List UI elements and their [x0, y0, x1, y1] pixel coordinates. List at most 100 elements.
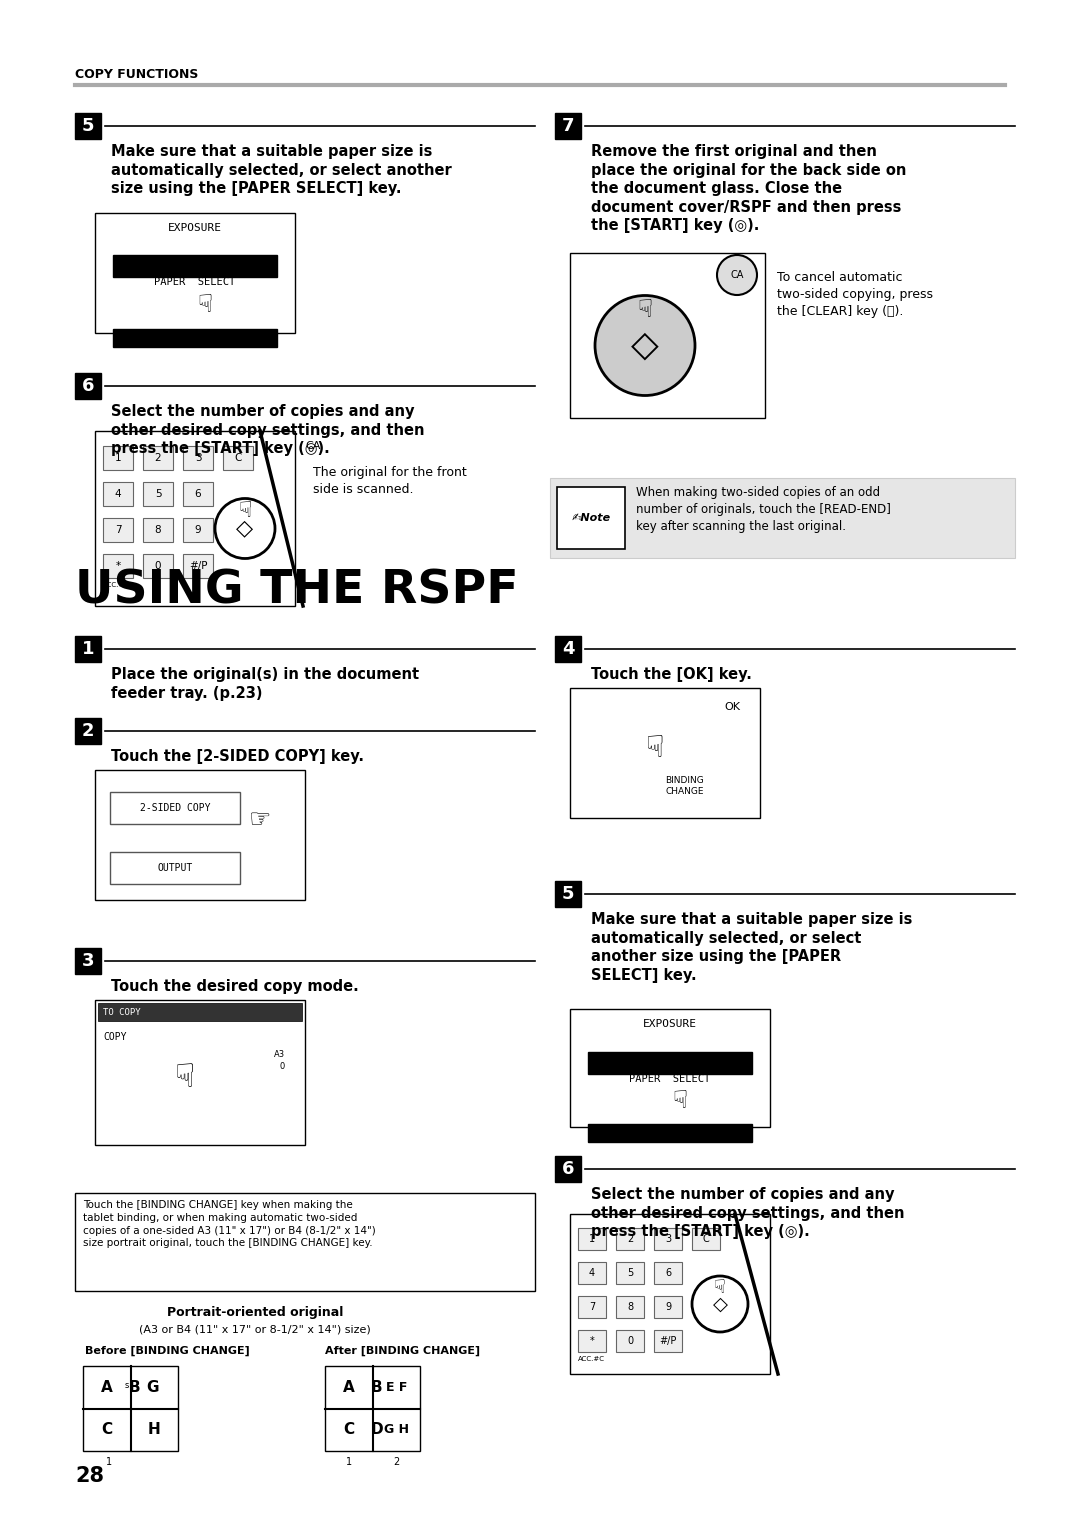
Text: ☟: ☟ — [646, 733, 664, 762]
Bar — [570, 1008, 770, 1128]
Text: *: * — [116, 561, 121, 571]
Text: 3: 3 — [665, 1235, 671, 1244]
Text: Make sure that a suitable paper size is
automatically selected, or select anothe: Make sure that a suitable paper size is … — [111, 144, 451, 196]
Text: 0: 0 — [626, 1335, 633, 1346]
Text: ☟: ☟ — [673, 1089, 688, 1112]
Text: Touch the [OK] key.: Touch the [OK] key. — [591, 668, 752, 681]
Text: 1: 1 — [114, 452, 121, 463]
Bar — [570, 1215, 770, 1374]
Text: 28: 28 — [75, 1465, 104, 1487]
Text: ☟: ☟ — [198, 293, 213, 316]
Text: 3: 3 — [194, 452, 201, 463]
Bar — [143, 481, 173, 506]
Text: 7: 7 — [589, 1302, 595, 1313]
Text: COPY FUNCTIONS: COPY FUNCTIONS — [75, 69, 199, 81]
Text: A: A — [100, 1380, 112, 1395]
Text: 100%: 100% — [183, 315, 207, 325]
Bar — [578, 1229, 606, 1250]
Text: Touch the [BINDING CHANGE] key when making the
tablet binding, or when making au: Touch the [BINDING CHANGE] key when maki… — [83, 1199, 376, 1248]
Text: AUTO    A4: AUTO A4 — [633, 1034, 707, 1048]
Text: ◇: ◇ — [631, 329, 659, 362]
Bar — [75, 113, 102, 139]
Bar — [113, 329, 276, 347]
Text: 6: 6 — [665, 1268, 671, 1277]
Bar — [98, 1002, 302, 1021]
Text: COPY: COPY — [103, 1031, 126, 1042]
Text: CA: CA — [305, 442, 321, 451]
Text: Touch the desired copy mode.: Touch the desired copy mode. — [111, 979, 359, 995]
Bar — [83, 1366, 178, 1452]
Text: The original for the front
side is scanned.: The original for the front side is scann… — [313, 466, 467, 497]
Text: 2: 2 — [626, 1235, 633, 1244]
Text: 7: 7 — [562, 118, 575, 134]
Text: BINDING
CHANGE: BINDING CHANGE — [665, 776, 704, 796]
Text: 3: 3 — [82, 952, 94, 970]
Bar — [103, 555, 133, 578]
Text: 1: 1 — [346, 1458, 352, 1467]
Text: 4: 4 — [589, 1268, 595, 1277]
Text: 9: 9 — [194, 526, 201, 535]
Bar — [325, 1366, 420, 1452]
Bar — [654, 1296, 681, 1319]
Bar — [550, 478, 1015, 558]
Bar — [75, 1193, 535, 1291]
Text: 4: 4 — [114, 489, 121, 500]
Text: PAPER  SELECT: PAPER SELECT — [154, 277, 235, 287]
Text: ☞: ☞ — [248, 808, 271, 833]
Text: #/P: #/P — [659, 1335, 677, 1346]
Text: 5: 5 — [154, 489, 161, 500]
Bar — [75, 947, 102, 973]
Text: 6: 6 — [82, 377, 94, 396]
Text: Before [BINDING CHANGE]: Before [BINDING CHANGE] — [85, 1346, 249, 1357]
Bar — [75, 636, 102, 662]
Text: PAPER  SELECT: PAPER SELECT — [630, 1074, 711, 1083]
Text: 5: 5 — [626, 1268, 633, 1277]
Bar — [143, 446, 173, 471]
Text: A3: A3 — [274, 1050, 285, 1059]
Bar — [578, 1296, 606, 1319]
Text: 2: 2 — [82, 723, 94, 740]
Bar — [103, 518, 133, 542]
Text: Make sure that a suitable paper size is
automatically selected, or select
anothe: Make sure that a suitable paper size is … — [591, 912, 913, 983]
Bar — [183, 481, 213, 506]
Text: Select the number of copies and any
other desired copy settings, and then
press : Select the number of copies and any othe… — [111, 403, 424, 457]
Bar — [570, 688, 760, 817]
Text: B: B — [129, 1380, 140, 1395]
Text: C: C — [703, 1235, 710, 1244]
Text: Portrait-oriented original: Portrait-oriented original — [166, 1306, 343, 1319]
Text: ACC.#C: ACC.#C — [578, 1355, 605, 1361]
Text: Place the original(s) in the document
feeder tray. (p.23): Place the original(s) in the document fe… — [111, 668, 419, 701]
Bar — [183, 446, 213, 471]
Text: 5: 5 — [562, 885, 575, 903]
Text: TO COPY: TO COPY — [103, 1007, 140, 1016]
Bar — [616, 1262, 644, 1284]
Bar — [103, 481, 133, 506]
Text: 7: 7 — [114, 526, 121, 535]
Text: ☟: ☟ — [239, 501, 252, 521]
Text: 1: 1 — [82, 640, 94, 659]
Bar — [183, 518, 213, 542]
Text: EXPOSURE: EXPOSURE — [643, 1019, 697, 1028]
Text: 9: 9 — [665, 1302, 671, 1313]
Text: ✍Note: ✍Note — [571, 513, 610, 523]
Bar — [555, 882, 581, 908]
Text: ☟: ☟ — [175, 1060, 195, 1094]
Text: CA: CA — [730, 270, 744, 280]
Text: 2: 2 — [154, 452, 161, 463]
Bar — [222, 446, 253, 471]
Bar — [143, 518, 173, 542]
Text: 1: 1 — [106, 1458, 112, 1467]
Bar — [110, 792, 240, 824]
Text: 0: 0 — [280, 1062, 285, 1071]
Text: When making two-sided copies of an odd
number of originals, touch the [READ-END]: When making two-sided copies of an odd n… — [636, 486, 891, 533]
Text: Touch the [2-SIDED COPY] key.: Touch the [2-SIDED COPY] key. — [111, 749, 364, 764]
Text: 4: 4 — [562, 640, 575, 659]
Text: AUTO    A4: AUTO A4 — [158, 237, 232, 251]
Text: ☟: ☟ — [637, 298, 652, 321]
Text: USING THE RSPF: USING THE RSPF — [75, 568, 518, 613]
Text: C: C — [234, 452, 242, 463]
Bar — [588, 1051, 752, 1074]
Bar — [578, 1262, 606, 1284]
Circle shape — [595, 295, 696, 396]
Bar — [555, 1157, 581, 1183]
